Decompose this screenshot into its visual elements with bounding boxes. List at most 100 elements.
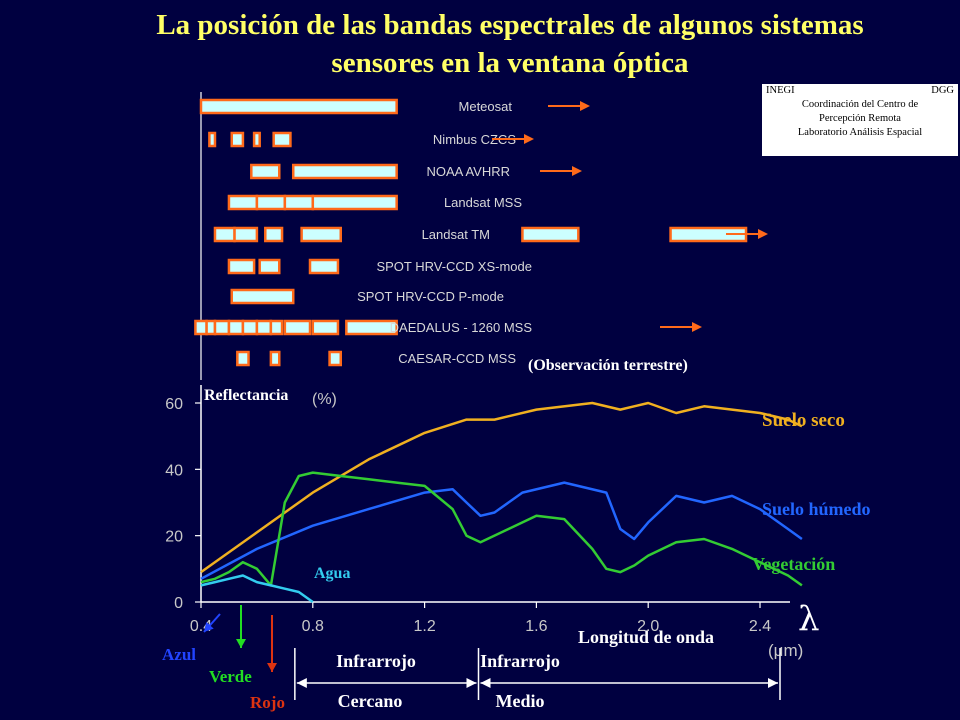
band-marker-arrow-head: [267, 663, 277, 672]
series-label: Suelo húmedo: [762, 499, 871, 519]
band-marker: Rojo: [250, 615, 285, 712]
sensor-band: [258, 258, 281, 275]
band-marker: Azul: [162, 613, 221, 664]
band-marker-arrow-head: [204, 621, 214, 632]
region-label-top: Infrarrojo: [480, 651, 560, 671]
sensor-label: NOAA AVHRR: [426, 164, 510, 179]
sensor-label: DAEDALUS - 1260 MSS: [390, 320, 533, 335]
sensor-label: Landsat TM: [422, 227, 490, 242]
sensor-band: [194, 319, 208, 336]
sensor-row: Landsat MSS: [227, 194, 522, 211]
series-line: [200, 481, 803, 580]
sensor-row: DAEDALUS - 1260 MSS: [194, 319, 702, 336]
credit-org-left: INEGI: [766, 85, 795, 96]
sensor-band: [308, 258, 340, 275]
sensor-band: [269, 319, 284, 336]
sensor-band: [272, 131, 292, 148]
sensor-row: Landsat TM: [213, 226, 768, 243]
y-tick-label: 0: [174, 595, 183, 612]
y-tick-label: 60: [165, 396, 183, 413]
sensor-band: [236, 350, 250, 367]
credit-box: INEGI DGG Coordinación del Centro de Per…: [762, 84, 958, 156]
credit-line-4: Laboratorio Análisis Espacial: [797, 127, 923, 138]
x-axis-unit: (μm): [768, 641, 803, 660]
title-line-1: La posición de las bandas espectrales de…: [156, 9, 864, 41]
sensor-band: [283, 319, 312, 336]
sensor-arrow-head: [580, 101, 590, 111]
series-label: Agua: [314, 565, 350, 582]
x-tick-label: 1.6: [525, 618, 547, 635]
x-unit-symbol: λ: [798, 599, 820, 639]
sensor-row: SPOT HRV-CCD XS-mode: [227, 258, 532, 275]
region-bracket-head: [480, 678, 491, 688]
sensor-row: SPOT HRV-CCD P-mode: [230, 288, 504, 305]
sensor-arrow-head: [524, 134, 534, 144]
sensor-band: [291, 163, 398, 180]
title-line-2: sensores en la ventana óptica: [331, 47, 689, 79]
x-tick-label: 2.4: [749, 618, 771, 635]
sensor-band: [269, 350, 281, 367]
sensor-band: [233, 226, 259, 243]
sensor-band: [311, 194, 398, 211]
sensor-band: [230, 288, 295, 305]
sensor-band: [213, 226, 236, 243]
sensor-band: [255, 319, 273, 336]
series-line: [200, 471, 803, 587]
sensor-arrow-head: [572, 166, 582, 176]
sensor-band: [345, 319, 398, 336]
region-label-top: Infrarrojo: [336, 651, 416, 671]
sensor-row: NOAA AVHRR: [250, 163, 582, 180]
band-marker-label: Azul: [162, 645, 196, 664]
sensor-band: [521, 226, 580, 243]
sensor-band: [230, 131, 245, 148]
observation-label: (Observación terrestre): [528, 357, 688, 374]
region-bracket-head: [466, 678, 477, 688]
sensor-arrow-head: [758, 229, 768, 239]
sensor-band: [227, 319, 245, 336]
series-line: [200, 574, 314, 604]
series-label: Vegetación: [752, 554, 835, 574]
sensor-band: [227, 194, 259, 211]
sensor-band: [241, 319, 259, 336]
x-tick-label: 1.2: [413, 618, 435, 635]
sensor-label: SPOT HRV-CCD P-mode: [357, 289, 504, 304]
sensor-band: [199, 98, 398, 115]
band-marker-label: Rojo: [250, 693, 285, 712]
region-bracket-head: [296, 678, 307, 688]
region-label-bottom: Cercano: [338, 691, 403, 711]
credit-line-3: Percepción Remota: [819, 113, 901, 124]
sensor-band: [250, 163, 281, 180]
sensor-bands-panel: Meteosat Nimbus CZCS NOAA AVHRR Landsat MSS…: [194, 92, 768, 380]
x-axis-label: Longitud de onda: [578, 627, 714, 647]
sensor-label: CAESAR-CCD MSS: [398, 351, 516, 366]
sensor-band: [300, 226, 342, 243]
sensor-row: Meteosat: [199, 98, 590, 115]
sensor-band: [255, 194, 287, 211]
sensor-row: Nimbus CZCS: [208, 131, 534, 148]
sensor-band: [205, 319, 217, 336]
sensor-band: [227, 258, 256, 275]
sensor-band: [264, 226, 284, 243]
credit-org-right: DGG: [931, 85, 954, 96]
sensor-label: SPOT HRV-CCD XS-mode: [376, 259, 532, 274]
sensor-band: [213, 319, 231, 336]
y-axis-unit: (%): [312, 391, 337, 408]
region-label-bottom: Medio: [496, 691, 545, 711]
credit-line-2: Coordinación del Centro de: [801, 99, 919, 110]
band-marker-label: Verde: [209, 667, 252, 686]
region-bracket-head: [768, 678, 778, 688]
sensor-label: Nimbus CZCS: [433, 132, 516, 147]
x-tick-label: 0.8: [302, 618, 324, 635]
y-tick-label: 20: [165, 529, 183, 546]
sensor-label: Landsat MSS: [444, 195, 522, 210]
sensor-band: [328, 350, 343, 367]
band-marker-arrow-head: [236, 639, 246, 648]
series-label: Suelo seco: [762, 410, 845, 431]
series-line: [200, 401, 803, 574]
infrared-regions: Infrarrojo Cercano Infrarrojo Medio: [294, 648, 781, 711]
sensor-label: Meteosat: [459, 99, 513, 114]
sensor-band: [283, 194, 315, 211]
